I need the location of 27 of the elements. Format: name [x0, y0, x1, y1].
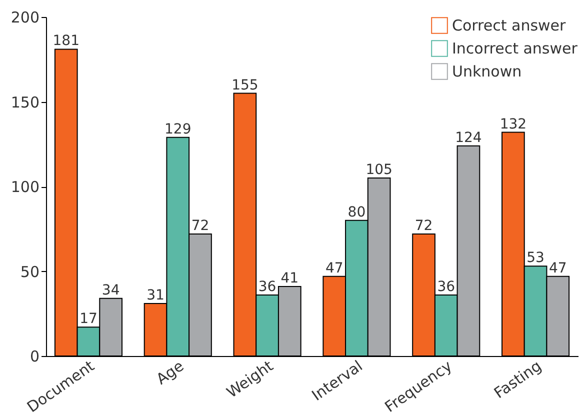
data-label: 129 [164, 121, 192, 138]
data-label: 36 [437, 278, 456, 295]
data-label: 34 [102, 282, 120, 298]
data-label: 47 [325, 260, 344, 276]
y-tick-label: 0 [30, 348, 40, 366]
data-label: 53 [526, 250, 544, 266]
data-label: 132 [500, 116, 527, 132]
y-tick-label: 100 [10, 178, 40, 196]
data-label: 155 [232, 77, 258, 94]
legend-label: Unknown [452, 62, 522, 80]
legend-label: Correct answer [452, 16, 567, 34]
data-label: 47 [548, 260, 567, 276]
data-label: 72 [191, 218, 210, 234]
data-label: 72 [414, 218, 433, 234]
x-tick-label: Age [152, 356, 188, 388]
y-tick-label: 150 [10, 93, 40, 112]
legend-label: Incorrect answer [452, 40, 578, 58]
data-label: 80 [348, 204, 366, 220]
y-tick-label: 200 [10, 8, 40, 26]
data-label: 124 [455, 130, 482, 146]
data-label: 41 [280, 270, 299, 287]
data-label: 31 [146, 287, 164, 304]
data-label: 36 [258, 278, 276, 295]
data-label: 181 [52, 33, 80, 50]
y-tick-label: 50 [20, 262, 40, 281]
data-label: 17 [80, 311, 98, 328]
data-label: 105 [366, 162, 392, 178]
